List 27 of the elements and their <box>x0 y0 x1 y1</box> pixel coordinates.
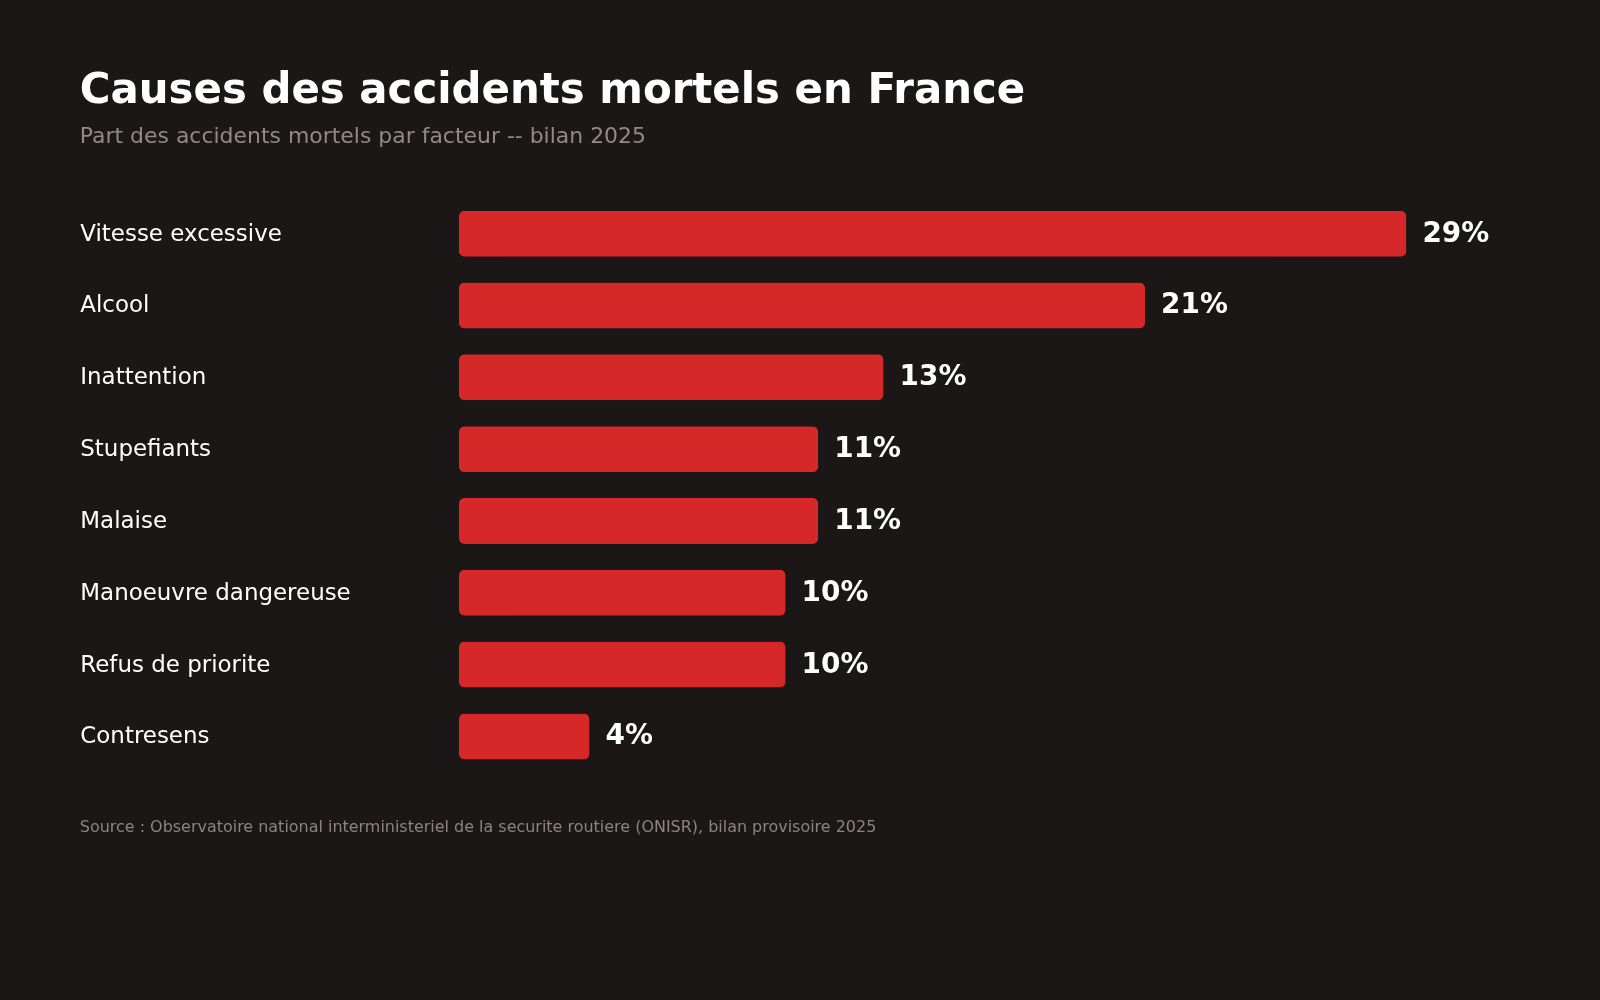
y-tick-label: Refus de priorite <box>80 650 271 677</box>
data-label: 4% <box>605 718 653 752</box>
bar <box>458 569 786 616</box>
chart-subtitle: Part des accidents mortels par facteur -- bilan 2025 <box>79 122 646 148</box>
y-tick-label: Contresens <box>80 722 210 749</box>
y-tick-label: Stupefiants <box>80 435 212 462</box>
data-label: 29% <box>1422 215 1490 249</box>
data-label: 11% <box>834 502 902 536</box>
data-label: 11% <box>834 431 902 465</box>
data-label: 21% <box>1161 287 1228 321</box>
bar <box>458 497 819 544</box>
bar <box>458 641 786 688</box>
bar <box>458 282 1146 329</box>
y-tick-label: Malaise <box>80 506 168 533</box>
bar <box>458 426 819 473</box>
bar <box>458 354 884 401</box>
data-label: 10% <box>801 574 869 608</box>
source-note: Source : Observatoire national interministeriel de la securite routiere (ONISR), bilan provisoire 2025 <box>79 817 877 837</box>
chart-title: Causes des accidents mortels en France <box>79 64 1026 113</box>
y-tick-label: Inattention <box>80 363 207 390</box>
bar <box>458 713 590 760</box>
y-tick-label: Alcool <box>80 291 150 318</box>
bar <box>458 210 1407 257</box>
y-tick-label: Vitesse excessive <box>80 219 282 246</box>
data-label: 13% <box>899 359 967 393</box>
data-label: 10% <box>801 646 869 680</box>
y-tick-label: Manoeuvre dangereuse <box>80 578 351 605</box>
